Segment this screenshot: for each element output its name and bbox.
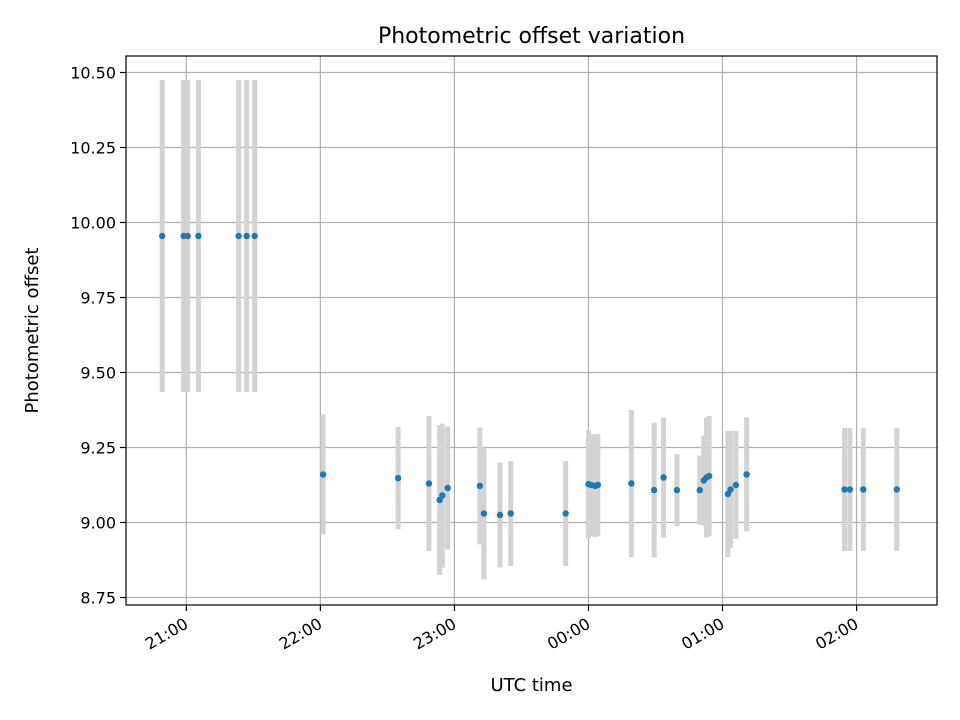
data-point [743,471,750,478]
data-point [195,232,202,240]
data-point [562,510,569,517]
data-point [319,471,327,478]
data-point [425,480,433,487]
data-point [251,232,258,240]
x-tick-label: 23:00 [410,614,459,654]
y-tick-label: 9.25 [80,439,116,458]
data-point [628,480,635,487]
chart-title: Photometric offset variation [378,24,685,49]
data-point [243,232,250,240]
x-tick-label: 02:00 [812,614,861,654]
data-point [394,474,402,482]
data-point [696,486,703,494]
grid [126,56,937,605]
y-tick-label: 9.75 [80,289,116,308]
y-axis-label: Photometric offset [22,248,43,414]
data-point [841,486,848,493]
x-tick-label: 22:00 [276,614,325,654]
data-point [893,486,900,493]
x-tick-label: 01:00 [678,614,727,654]
data-point [158,232,166,240]
x-axis-label: UTC time [490,675,572,696]
data-point [732,481,740,489]
data-point [496,511,504,519]
data-point [184,232,191,240]
y-tick-label: 9.50 [80,364,116,383]
x-tick-label: 00:00 [544,614,593,654]
data-point [444,484,451,492]
data-point [480,510,488,517]
data-point [439,492,446,499]
data-point [673,486,681,494]
y-tick-label: 10.00 [70,214,116,233]
data-point [476,482,484,490]
data-points [158,232,900,519]
data-point [660,474,667,481]
y-tick-label: 8.75 [80,589,116,608]
y-tick-label: 9.00 [80,514,116,533]
x-tick-label: 21:00 [142,614,191,654]
plot-frame [125,55,938,606]
data-point [727,486,734,493]
data-point [235,232,242,240]
data-point [705,472,713,480]
data-point [860,486,867,493]
data-point [507,510,514,517]
data-point [846,486,854,493]
data-point [594,481,602,489]
y-tick-label: 10.50 [70,64,116,83]
data-point [650,486,658,494]
y-tick-label: 10.25 [70,139,116,158]
error-bars [159,80,900,580]
